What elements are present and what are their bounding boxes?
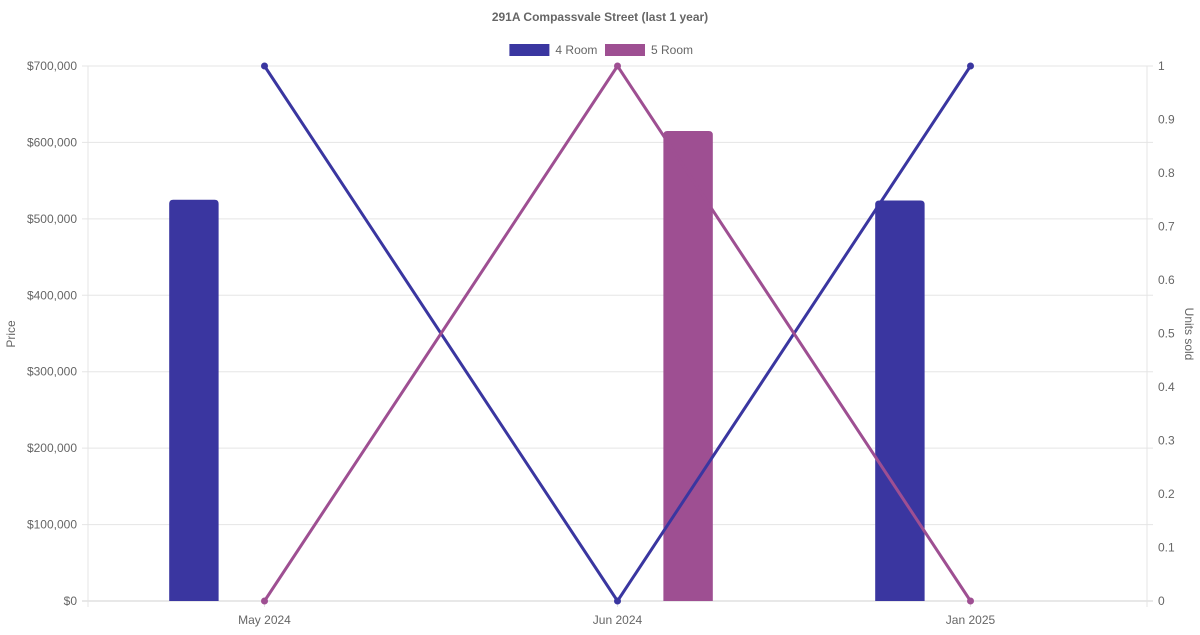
right-tick-label: 0 — [1158, 594, 1165, 608]
right-tick-label: 0.9 — [1158, 113, 1175, 127]
legend-swatch — [605, 44, 645, 56]
left-tick-label: $300,000 — [27, 365, 77, 379]
units-point — [261, 597, 268, 605]
right-tick-label: 0.6 — [1158, 273, 1175, 287]
legend: 4 Room 5 Room — [509, 43, 693, 57]
left-tick-label: $0 — [64, 594, 78, 608]
left-axis-title: Price — [4, 320, 18, 348]
right-tick-label: 1 — [1158, 59, 1165, 73]
price-bar — [169, 199, 219, 601]
units-point — [967, 62, 974, 70]
right-axis-ticks: 0 0.1 0.2 0.3 0.4 0.5 0.6 0.7 0.8 0.9 1 — [1158, 59, 1175, 608]
units-point — [614, 597, 621, 605]
units-line — [263, 65, 972, 603]
left-tick-label: $400,000 — [27, 288, 77, 302]
right-tick-label: 0.1 — [1158, 541, 1175, 555]
x-tick-label: Jun 2024 — [593, 613, 643, 627]
legend-label: 4 Room — [555, 43, 597, 57]
right-tick-label: 0.4 — [1158, 380, 1175, 394]
units-point — [261, 62, 268, 70]
legend-label: 5 Room — [651, 43, 693, 57]
right-axis-title: Units sold — [1182, 308, 1196, 361]
chart-title: 291A Compassvale Street (last 1 year) — [492, 10, 708, 24]
right-tick-label: 0.5 — [1158, 327, 1175, 341]
left-tick-label: $700,000 — [27, 59, 77, 73]
legend-swatch — [509, 44, 550, 56]
left-tick-label: $100,000 — [27, 518, 77, 532]
left-axis-ticks: $0 $100,000 $200,000 $300,000 $400,000 $500,0… — [27, 59, 77, 608]
x-tick-label: Jan 2025 — [946, 613, 996, 627]
grid-lines — [82, 65, 1153, 607]
units-line — [263, 64, 972, 602]
right-tick-label: 0.3 — [1158, 434, 1175, 448]
left-tick-label: $200,000 — [27, 441, 77, 455]
left-tick-label: $500,000 — [27, 212, 77, 226]
x-axis-ticks: May 2024 Jun 2024 Jan 2025 — [238, 613, 995, 627]
right-tick-label: 0.7 — [1158, 220, 1175, 234]
units-lines — [261, 62, 974, 605]
price-bars — [169, 130, 925, 601]
left-tick-label: $600,000 — [27, 135, 77, 149]
units-point — [614, 62, 621, 70]
right-tick-label: 0.8 — [1158, 166, 1175, 180]
price-bar — [875, 200, 925, 601]
right-tick-label: 0.2 — [1158, 487, 1175, 501]
x-tick-label: May 2024 — [238, 613, 291, 627]
units-point — [967, 597, 974, 605]
price-bar — [663, 130, 713, 601]
